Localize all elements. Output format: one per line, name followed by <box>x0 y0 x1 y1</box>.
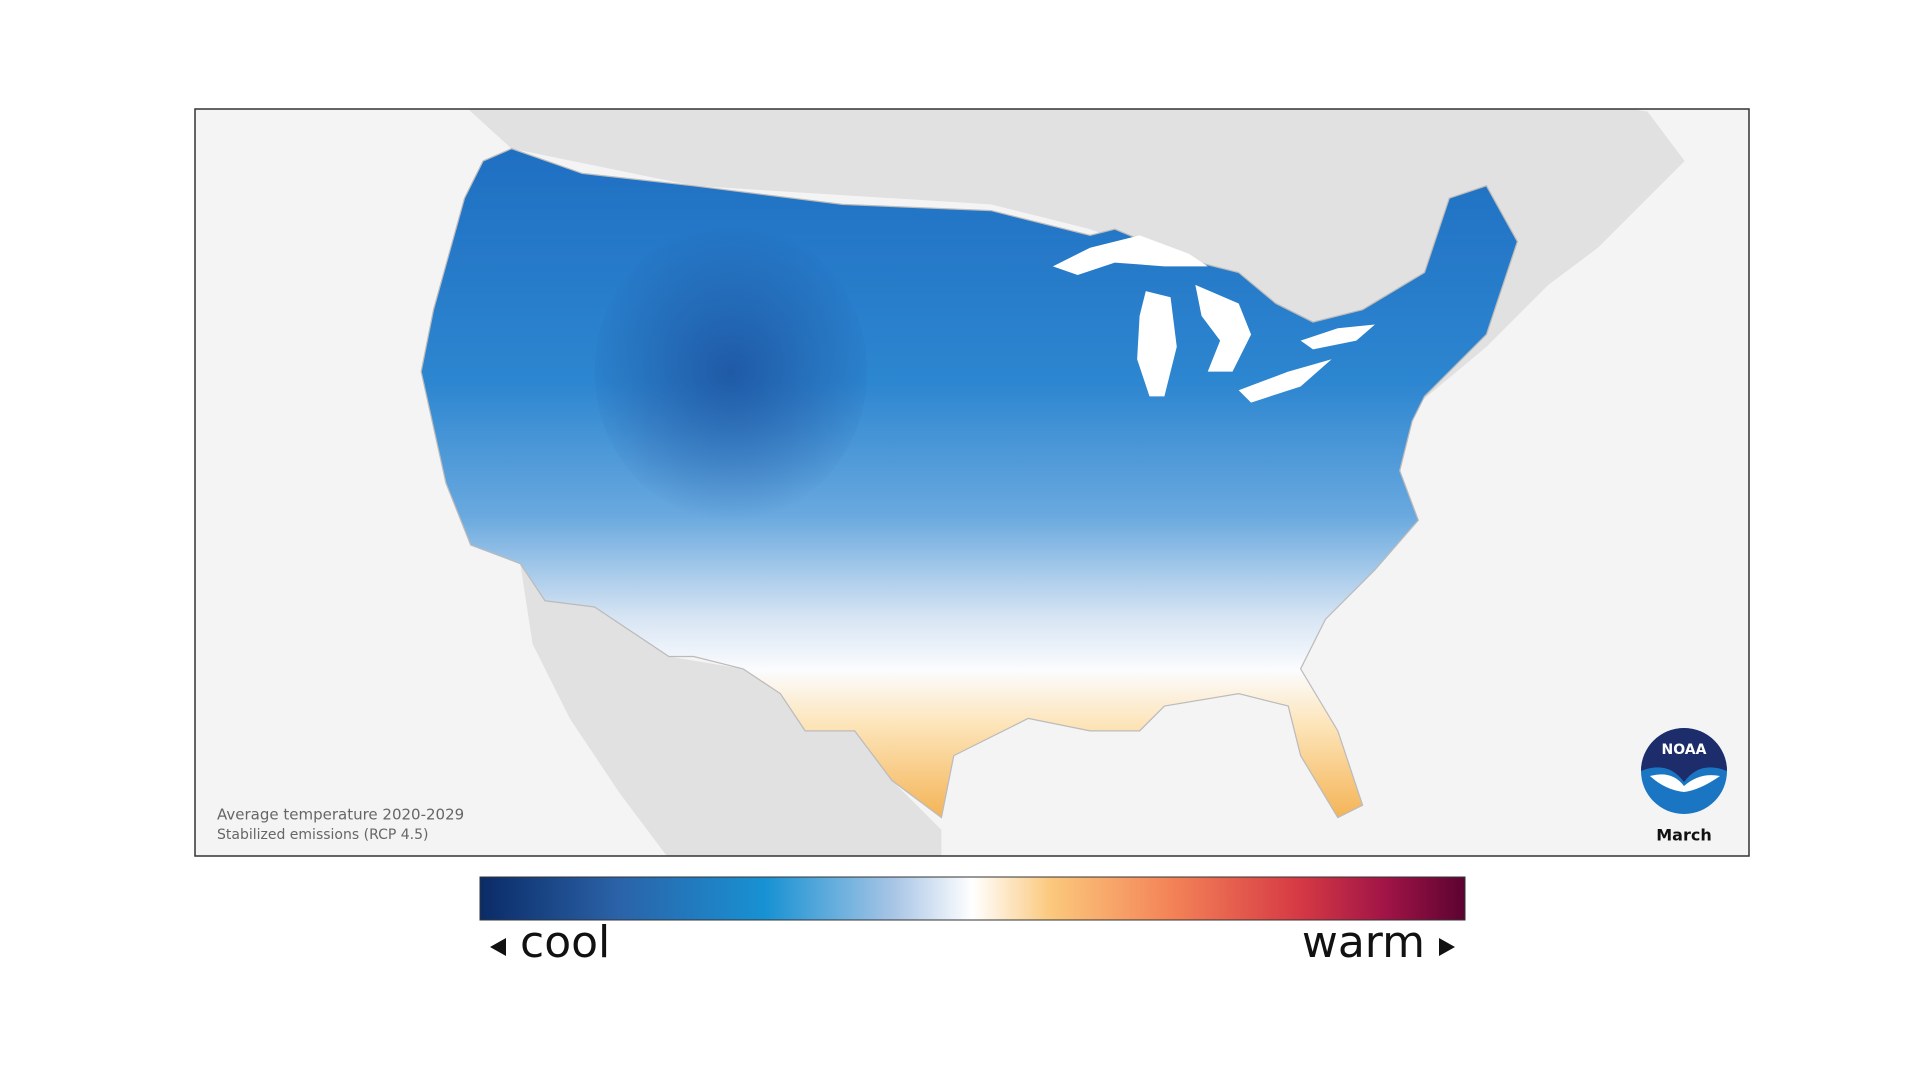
left-arrow <box>490 938 506 956</box>
legend-high: warm <box>1302 917 1425 968</box>
right-arrow <box>1439 938 1455 956</box>
caption-title: Average temperature 2020-2029 <box>217 806 464 824</box>
great-lakes <box>1052 235 1375 403</box>
logo-text: NOAA <box>1662 742 1707 758</box>
rockies-shading <box>594 222 868 521</box>
noaa-logo: NOAA <box>1641 728 1727 814</box>
color-scale <box>479 876 1466 921</box>
legend-low: cool <box>520 917 610 968</box>
map: Average temperature 2020-2029 Stabilized… <box>195 109 1749 856</box>
mexico <box>520 563 942 856</box>
base-map <box>420 109 1685 856</box>
map-frame <box>194 108 1750 857</box>
caption-subtitle: Stabilized emissions (RCP 4.5) <box>217 827 429 843</box>
month-label: March <box>1656 826 1711 845</box>
